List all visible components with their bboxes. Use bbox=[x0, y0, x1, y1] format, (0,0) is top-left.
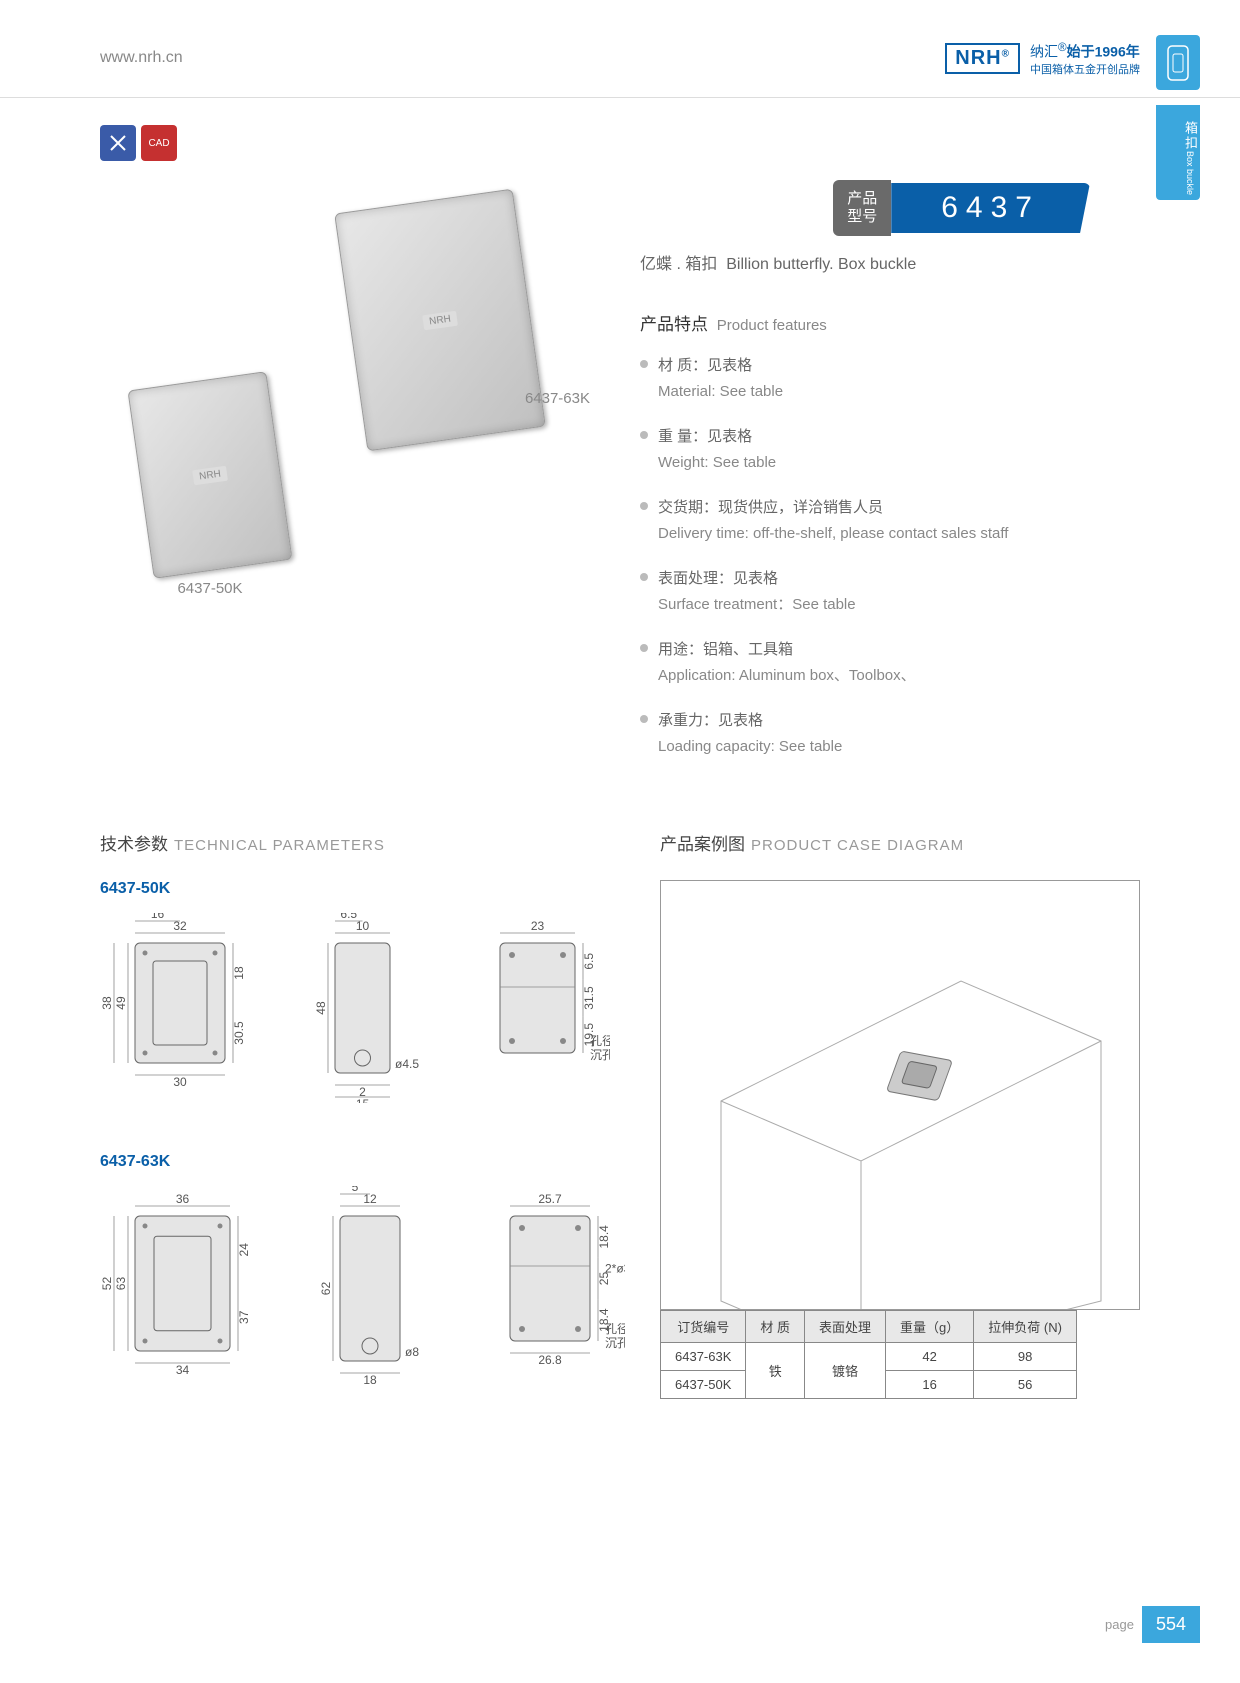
category-icon bbox=[1156, 35, 1200, 90]
features-title: 产品特点 Product features bbox=[640, 310, 1140, 335]
technical-drawing: 36 6352 24 37 34 bbox=[100, 1186, 265, 1391]
table-header: 重量（g） bbox=[886, 1311, 974, 1343]
technical-drawing: 236.531.519.5孔径 4*ø3.3沉孔 4*ø5.8 bbox=[465, 913, 610, 1103]
product-images: 6437-63K 6437-50K bbox=[130, 180, 560, 660]
svg-text:ø8: ø8 bbox=[405, 1345, 419, 1359]
svg-text:23: 23 bbox=[531, 919, 545, 933]
nrh-logo: NRH® bbox=[945, 43, 1020, 74]
svg-text:18.4: 18.4 bbox=[597, 1225, 611, 1249]
cad-icon: CAD bbox=[141, 125, 177, 161]
product-label-1: 6437-63K bbox=[525, 390, 590, 407]
svg-text:18: 18 bbox=[232, 966, 246, 980]
svg-text:孔径 4*ø3.3: 孔径 4*ø3.3 bbox=[590, 1034, 610, 1048]
svg-text:36: 36 bbox=[176, 1192, 190, 1206]
table-header: 订货编号 bbox=[661, 1311, 746, 1343]
svg-text:沉孔 4*ø5.8: 沉孔 4*ø5.8 bbox=[590, 1048, 610, 1062]
model-badge: 产品型号 6437 bbox=[833, 180, 1090, 236]
svg-text:30.5: 30.5 bbox=[232, 1021, 246, 1045]
variant-label: 6437-63K bbox=[100, 1153, 625, 1171]
svg-text:孔径 2*ø3.3: 孔径 2*ø3.3 bbox=[605, 1322, 625, 1336]
technical-drawing: 25.718.42518.426.82*ø3.2孔径 2*ø3.3沉孔 2*ø6 bbox=[475, 1186, 625, 1391]
svg-text:62: 62 bbox=[319, 1282, 333, 1296]
technical-drawing: 1256218ø8 bbox=[305, 1186, 435, 1391]
svg-text:2*ø3.2: 2*ø3.2 bbox=[605, 1261, 625, 1275]
svg-text:沉孔 2*ø6: 沉孔 2*ø6 bbox=[605, 1336, 625, 1350]
brand-subtitle: 中国箱体五金开创品牌 bbox=[1030, 61, 1140, 77]
svg-text:24: 24 bbox=[237, 1243, 251, 1257]
table-header: 材 质 bbox=[746, 1311, 805, 1343]
feature-item: 用途：铝箱、工具箱Application: Aluminum box、Toolb… bbox=[640, 637, 1140, 688]
svg-text:6.5: 6.5 bbox=[582, 953, 596, 970]
svg-text:30: 30 bbox=[173, 1075, 187, 1089]
feature-item: 重 量：见表格Weight: See table bbox=[640, 424, 1140, 475]
logo-area: NRH® 纳汇®始于1996年 中国箱体五金开创品牌 bbox=[945, 40, 1140, 77]
svg-text:63: 63 bbox=[114, 1277, 128, 1291]
svg-text:15: 15 bbox=[356, 1097, 370, 1103]
product-label-2: 6437-50K bbox=[177, 580, 242, 597]
product-subtitle: 亿蝶 . 箱扣 Billion butterfly. Box buckle bbox=[640, 250, 1090, 274]
svg-text:37: 37 bbox=[237, 1310, 251, 1324]
feature-item: 表面处理：见表格Surface treatment：See table bbox=[640, 566, 1140, 617]
tech-title: 技术参数TECHNICAL PARAMETERS bbox=[100, 830, 625, 855]
svg-text:48: 48 bbox=[314, 1001, 328, 1015]
svg-text:26.8: 26.8 bbox=[538, 1353, 562, 1367]
website-url: www.nrh.cn bbox=[100, 49, 183, 67]
technical-drawing: 106.548215ø4.5 bbox=[300, 913, 425, 1103]
tool-icon bbox=[100, 125, 136, 161]
svg-text:6.5: 6.5 bbox=[340, 913, 357, 921]
case-section: 产品案例图PRODUCT CASE DIAGRAM bbox=[660, 830, 1140, 1310]
case-diagram bbox=[660, 880, 1140, 1310]
tech-section: 技术参数TECHNICAL PARAMETERS 6437-50K3216493… bbox=[100, 830, 625, 1441]
svg-text:38: 38 bbox=[100, 996, 114, 1010]
svg-text:5: 5 bbox=[352, 1186, 359, 1194]
technical-drawing: 321649381830.530 bbox=[100, 913, 260, 1103]
feature-item: 承重力：见表格Loading capacity: See table bbox=[640, 708, 1140, 759]
model-number: 6437 bbox=[891, 183, 1090, 233]
svg-text:16: 16 bbox=[151, 913, 165, 921]
category-tab: 箱扣Box buckle bbox=[1156, 105, 1200, 200]
case-title: 产品案例图PRODUCT CASE DIAGRAM bbox=[660, 830, 1140, 855]
svg-text:34: 34 bbox=[176, 1363, 190, 1377]
table-row: 6437-63K铁镀铬4298 bbox=[661, 1343, 1077, 1371]
spec-table: 订货编号材 质表面处理重量（g）拉伸负荷 (N) 6437-63K铁镀铬4298… bbox=[660, 1310, 1077, 1399]
svg-text:31.5: 31.5 bbox=[582, 986, 596, 1010]
svg-text:ø4.5: ø4.5 bbox=[395, 1057, 419, 1071]
svg-text:18: 18 bbox=[363, 1373, 377, 1387]
feature-item: 交货期：现货供应，详洽销售人员Delivery time: off-the-sh… bbox=[640, 495, 1140, 546]
svg-text:49: 49 bbox=[114, 996, 128, 1010]
page-number: page 554 bbox=[1105, 1606, 1200, 1643]
features-section: 产品特点 Product features 材 质：见表格Material: S… bbox=[640, 310, 1140, 779]
table-header: 拉伸负荷 (N) bbox=[974, 1311, 1077, 1343]
svg-text:52: 52 bbox=[100, 1277, 114, 1291]
brand-text: 纳汇®始于1996年 bbox=[1030, 40, 1140, 61]
feature-item: 材 质：见表格Material: See table bbox=[640, 353, 1140, 404]
svg-text:25.7: 25.7 bbox=[538, 1192, 562, 1206]
table-header: 表面处理 bbox=[805, 1311, 886, 1343]
variant-label: 6437-50K bbox=[100, 880, 625, 898]
